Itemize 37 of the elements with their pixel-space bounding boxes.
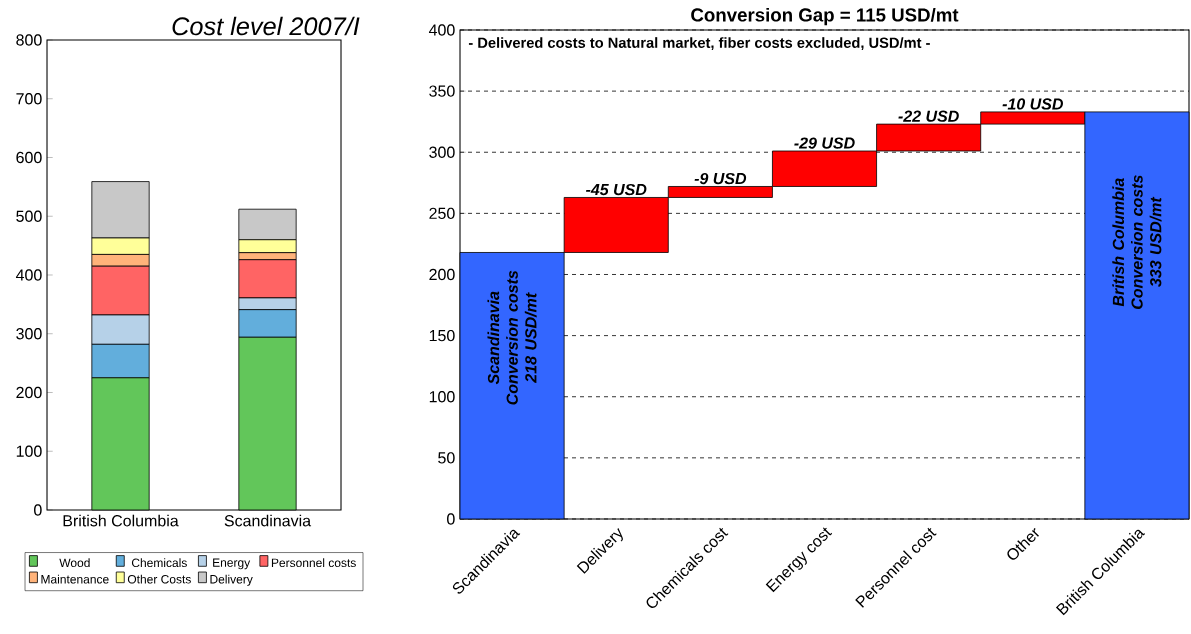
data-label: Scandinavia Conversion costs 218 USD/mt xyxy=(487,270,537,405)
y-tick-label: 250 xyxy=(429,207,455,220)
y-tick-label: 300 xyxy=(429,146,455,158)
y-tick-label: 350 xyxy=(429,85,455,97)
y-tick-label: 200 xyxy=(429,268,455,281)
y-tick-label: 800 xyxy=(16,34,42,46)
y-tick-label: 400 xyxy=(15,269,42,281)
legend-label: Maintenance xyxy=(41,574,109,584)
annotation: - Delivered costs to Natural market, fiber costs excluded, USD/mt - xyxy=(468,37,930,51)
y-tick-label: 100 xyxy=(16,445,42,457)
data-label: -9 USD xyxy=(694,172,747,185)
y-tick-label: 150 xyxy=(429,329,455,342)
y-tick-label: 700 xyxy=(16,93,42,105)
y-tick-label: 0 xyxy=(447,513,455,525)
data-label: British Columbia Conversion costs 333 USD/mt xyxy=(1112,175,1162,309)
legend-label: Energy xyxy=(213,558,251,570)
chart-title: Conversion Gap = 115 USD/mt xyxy=(691,7,959,26)
data-label: -22 USD xyxy=(898,110,959,122)
data-label: -45 USD xyxy=(585,183,647,196)
y-tick-label: 100 xyxy=(429,391,455,403)
y-tick-label: 200 xyxy=(16,386,42,399)
x-tick-label: British Columbia xyxy=(63,514,179,527)
y-tick-label: 50 xyxy=(438,452,455,464)
legend-label: Other Costs xyxy=(127,574,191,584)
legend-label: Personnel costs xyxy=(271,558,356,568)
y-tick-label: 300 xyxy=(16,328,42,340)
x-tick-label: Scandinavia xyxy=(224,514,312,527)
legend-label: Wood xyxy=(59,558,90,568)
data-label: -29 USD xyxy=(794,137,855,149)
y-tick-label: 600 xyxy=(16,151,42,164)
y-tick-label: 0 xyxy=(34,504,42,516)
legend-label: Delivery xyxy=(210,574,253,586)
chart-title: Cost level 2007/I xyxy=(172,16,360,36)
y-tick-label: 400 xyxy=(428,24,455,36)
legend-label: Chemicals xyxy=(131,558,187,568)
y-tick-label: 500 xyxy=(16,210,42,222)
data-label: -10 USD xyxy=(1002,98,1063,110)
